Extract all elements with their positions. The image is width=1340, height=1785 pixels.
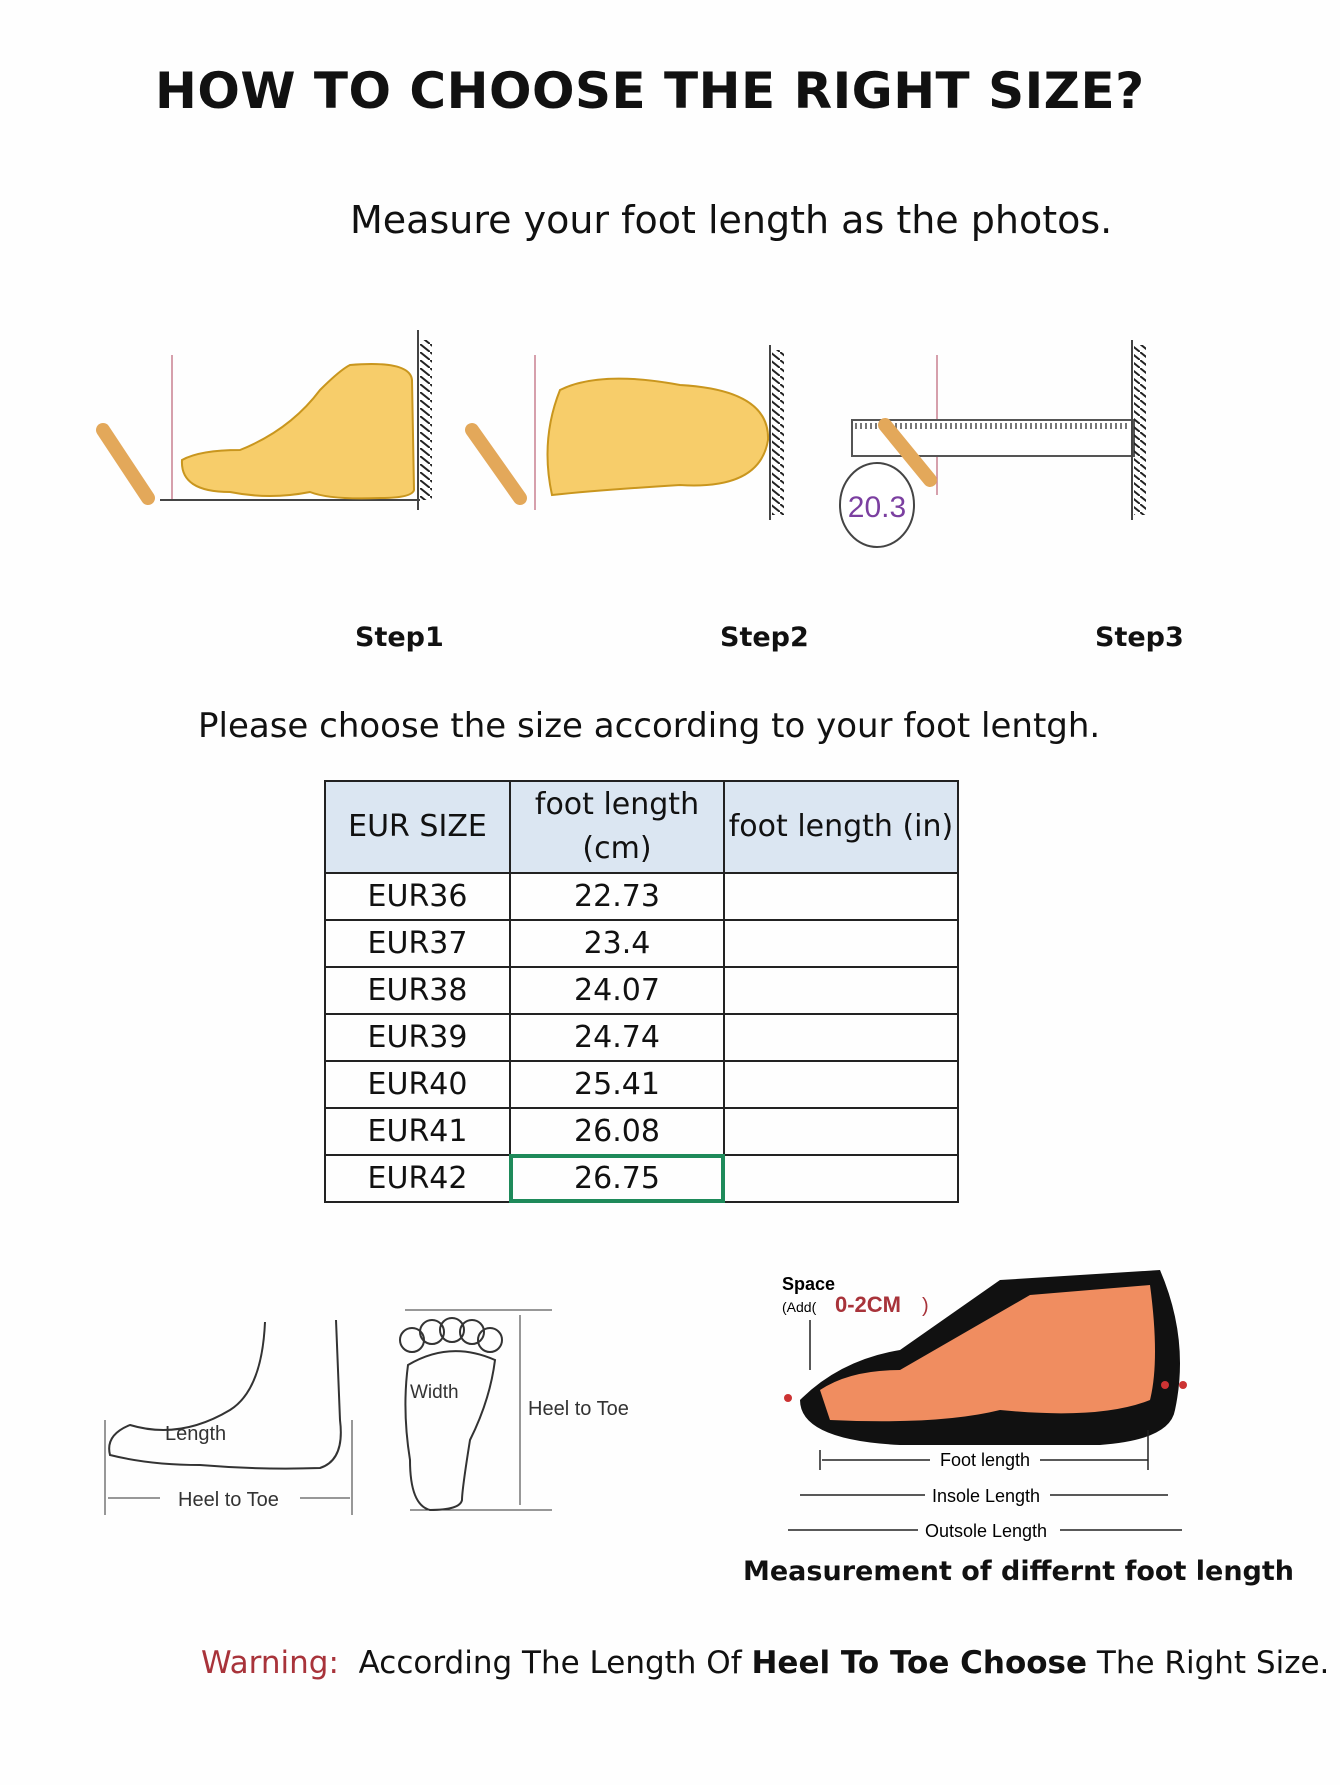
width-label: Width: [410, 1382, 459, 1403]
header-eur-size: EUR SIZE: [324, 780, 511, 874]
header-foot-length-in: foot length (in): [723, 780, 959, 874]
warning-text: Warning: According The Length Of Heel To…: [201, 1645, 1329, 1681]
table-row: EUR36 22.73: [324, 872, 959, 921]
cell-eur-size[interactable]: EUR39: [324, 1013, 511, 1062]
subtitle: Measure your foot length as the photos.: [350, 198, 1113, 242]
table-row: EUR41 26.08: [324, 1107, 959, 1156]
warning-text-2: The Right Size.: [1087, 1645, 1330, 1681]
cell-foot-length-cm[interactable]: 24.74: [509, 1013, 725, 1062]
cell-foot-length-cm[interactable]: 23.4: [509, 919, 725, 968]
table-row: EUR38 24.07: [324, 966, 959, 1015]
step2-label: Step2: [720, 622, 809, 653]
space-close: ): [922, 1295, 929, 1317]
warning-bold: Heel To Toe Choose: [751, 1645, 1088, 1681]
step1-foot-side-icon: [96, 330, 432, 510]
cell-foot-length-cm[interactable]: 26.75: [509, 1154, 725, 1203]
table-row: EUR39 24.74: [324, 1013, 959, 1062]
cell-foot-length-cm[interactable]: 24.07: [509, 966, 725, 1015]
side-foot-outline-icon: [104, 1319, 353, 1515]
foot-diagrams: Length Heel to Toe Width Heel to Toe Spa…: [104, 1270, 1187, 1541]
cell-eur-size[interactable]: EUR37: [324, 919, 511, 968]
outsole-length-label: Outsole Length: [925, 1521, 1047, 1541]
shoe-cross-section-icon: [784, 1270, 1187, 1531]
header-foot-length-cm: foot length (cm): [509, 780, 725, 874]
table-row: EUR40 25.41: [324, 1060, 959, 1109]
cell-foot-length-in[interactable]: [723, 1013, 959, 1062]
cell-foot-length-cm[interactable]: 26.08: [509, 1107, 725, 1156]
warning-label: Warning:: [201, 1645, 339, 1681]
instruction-text: Please choose the size according to your…: [198, 706, 1101, 746]
cell-foot-length-in[interactable]: [723, 966, 959, 1015]
cell-foot-length-in[interactable]: [723, 1154, 959, 1203]
cell-eur-size[interactable]: EUR38: [324, 966, 511, 1015]
table-header-row: EUR SIZE foot length (cm) foot length (i…: [324, 780, 959, 874]
table-row: EUR37 23.4: [324, 919, 959, 968]
cell-eur-size[interactable]: EUR36: [324, 872, 511, 921]
diagram-caption: Measurement of differnt foot length: [743, 1556, 1294, 1587]
sole-outline-icon: [399, 1309, 552, 1512]
length-label: Length: [165, 1423, 226, 1445]
table-row: EUR42 26.75: [324, 1154, 959, 1203]
heel-to-toe-label: Heel to Toe: [178, 1489, 279, 1511]
cell-foot-length-cm[interactable]: 22.73: [509, 872, 725, 921]
ruler-reading: 20.3: [848, 491, 906, 524]
cell-eur-size[interactable]: EUR40: [324, 1060, 511, 1109]
step2-foot-top-icon: [465, 345, 784, 520]
cell-foot-length-in[interactable]: [723, 1107, 959, 1156]
step1-label: Step1: [355, 622, 444, 653]
warning-text-1: According The Length Of: [358, 1645, 752, 1681]
cell-foot-length-in[interactable]: [723, 872, 959, 921]
foot-length-label: Foot length: [940, 1450, 1030, 1470]
space-value: 0-2CM: [835, 1292, 901, 1317]
insole-length-label: Insole Length: [932, 1486, 1040, 1506]
page-title: HOW TO CHOOSE THE RIGHT SIZE?: [155, 62, 1145, 120]
cell-foot-length-in[interactable]: [723, 1060, 959, 1109]
space-label: Space: [782, 1274, 835, 1294]
cell-eur-size[interactable]: EUR41: [324, 1107, 511, 1156]
measure-steps-illustration: 20.3: [96, 330, 1146, 548]
heel-to-toe-label-2: Heel to Toe: [528, 1398, 629, 1420]
step3-ruler-icon: 20.3: [839, 340, 1146, 548]
size-table: EUR SIZE foot length (cm) foot length (i…: [324, 780, 959, 1203]
cell-eur-size[interactable]: EUR42: [324, 1154, 511, 1203]
cell-foot-length-cm[interactable]: 25.41: [509, 1060, 725, 1109]
cell-foot-length-in[interactable]: [723, 919, 959, 968]
step3-label: Step3: [1095, 622, 1184, 653]
add-label: (Add(: [782, 1299, 817, 1315]
